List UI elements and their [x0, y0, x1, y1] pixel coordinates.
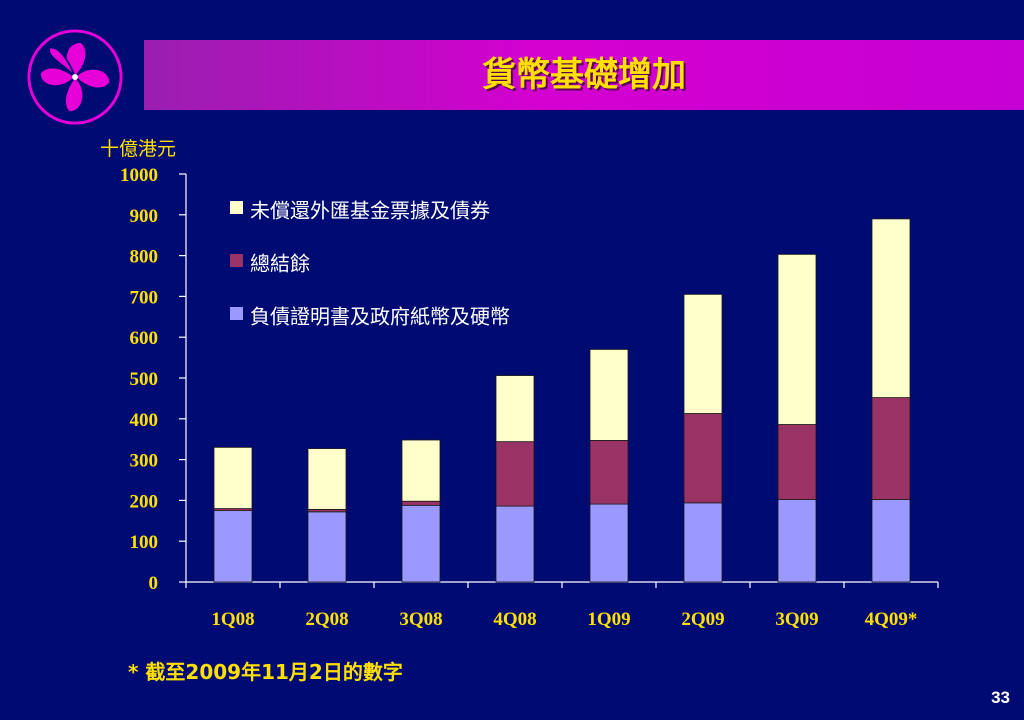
bar-segment [777, 424, 817, 500]
bars [213, 218, 911, 583]
footnote: * 截至2009年11月2日的數字 [128, 660, 403, 684]
y-tick-label: 900 [130, 206, 159, 227]
bar-segment [495, 441, 535, 507]
legend-swatch [230, 201, 243, 214]
y-tick-label: 200 [130, 491, 159, 512]
bar-segment [777, 499, 817, 583]
y-tick-label: 300 [130, 451, 159, 472]
legend-label: 總結餘 [250, 252, 310, 276]
bar-segment [401, 439, 441, 502]
y-tick-label: 400 [130, 410, 159, 431]
slide-title: 貨幣基礎增加 [482, 55, 686, 95]
legend-swatch [230, 254, 243, 267]
bar-segment [495, 505, 535, 583]
y-tick-label: 600 [130, 328, 159, 349]
y-axis-unit-label: 十億港元 [100, 138, 176, 160]
y-tick-label: 1000 [120, 165, 158, 186]
x-tick-label: 1Q09 [587, 609, 630, 630]
bar-segment [213, 446, 253, 509]
bar-segment [871, 499, 911, 583]
y-tick-label: 800 [130, 247, 159, 268]
x-tick-label: 1Q08 [211, 609, 254, 630]
bar-segment [307, 511, 347, 583]
bar-segment [871, 218, 911, 398]
y-tick-label: 0 [149, 573, 159, 594]
y-tick-label: 500 [130, 369, 159, 390]
x-tick-label: 2Q09 [681, 609, 724, 630]
bar-segment [871, 397, 911, 500]
legend-label: 未償還外匯基金票據及債券 [250, 199, 490, 223]
bar-segment [401, 500, 441, 506]
bar-segment [307, 448, 347, 510]
bar-segment [777, 253, 817, 425]
y-tick-label: 700 [130, 287, 159, 308]
y-tick-label: 100 [130, 532, 159, 553]
bar-segment [495, 375, 535, 443]
bar-segment [683, 413, 723, 504]
title-band: 貨幣基礎增加 [144, 40, 1024, 110]
x-tick-label: 4Q09* [865, 609, 918, 630]
x-tick-label: 4Q08 [493, 609, 536, 630]
legend-label: 負債證明書及政府紙幣及硬幣 [250, 305, 510, 329]
x-tick-label: 2Q08 [305, 609, 348, 630]
bar-segment [401, 504, 441, 583]
x-tick-label: 3Q08 [399, 609, 442, 630]
legend-swatch [230, 307, 243, 320]
x-tick-label: 3Q09 [775, 609, 818, 630]
bauhinia-logo [27, 29, 123, 125]
bar-segment [589, 503, 629, 583]
bar-segment [589, 440, 629, 505]
bar-segment [213, 510, 253, 583]
bar-segment [683, 293, 723, 414]
bar-segment [683, 502, 723, 583]
page-number: 33 [991, 688, 1010, 707]
bar-segment [589, 349, 629, 441]
